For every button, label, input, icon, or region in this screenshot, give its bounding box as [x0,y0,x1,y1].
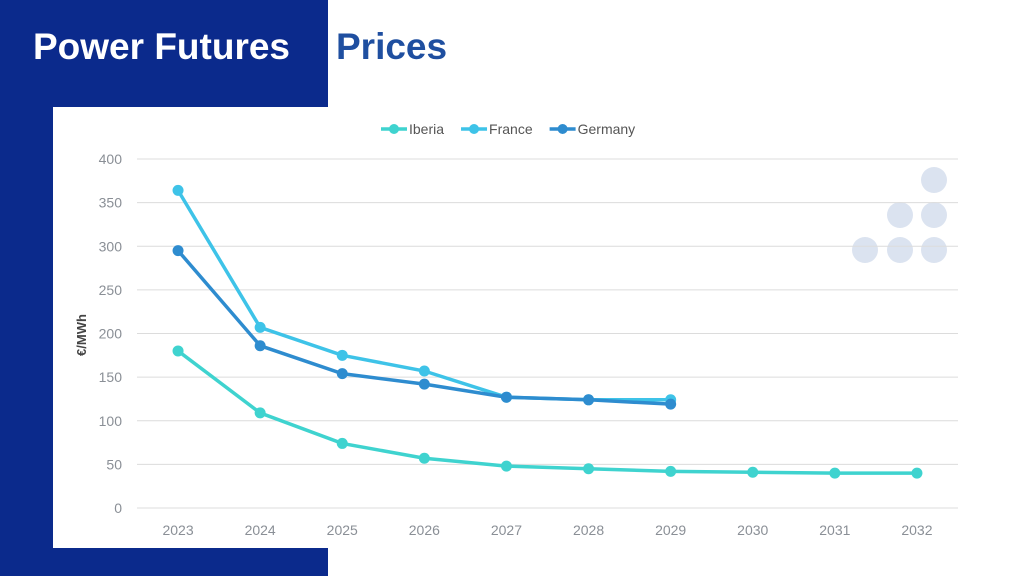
data-point-germany [665,398,677,410]
data-point-germany [172,245,184,257]
series-line-iberia [176,349,917,475]
legend-label-germany: Germany [578,121,636,137]
decorative-dots [852,167,947,263]
x-tick-label: 2030 [737,522,768,538]
x-tick-label: 2027 [491,522,522,538]
data-point-iberia [172,345,184,357]
data-point-germany [418,378,430,390]
y-tick-label: 200 [99,326,123,342]
decor-dot [852,237,878,263]
data-point-germany [254,340,266,352]
x-tick-label: 2029 [655,522,686,538]
legend-label-france: France [489,121,533,137]
decor-dot [921,167,947,193]
y-tick-label: 300 [99,238,123,254]
decor-dot [887,202,913,228]
data-point-france [336,349,348,361]
y-tick-label: 50 [106,456,122,472]
decor-dot [887,237,913,263]
x-tick-label: 2025 [327,522,358,538]
data-point-germany [500,391,512,403]
data-point-iberia [500,460,512,472]
legend-label-iberia: Iberia [409,121,444,137]
decor-dot [921,202,947,228]
data-point-germany [583,394,595,406]
decor-dot [921,237,947,263]
y-tick-label: 150 [99,369,123,385]
page-title: Power Futures [33,26,290,67]
x-tick-label: 2031 [819,522,850,538]
x-tick-label: 2026 [409,522,440,538]
x-tick-label: 2032 [901,522,932,538]
data-point-iberia [418,452,430,464]
data-point-france [172,184,184,196]
data-point-iberia [665,465,677,477]
page-title-accent: Prices [336,26,448,67]
data-point-iberia [911,467,923,479]
data-point-iberia [747,466,759,478]
data-point-iberia [336,437,348,449]
y-tick-label: 250 [99,282,123,298]
x-tick-label: 2024 [245,522,276,538]
data-point-germany [336,368,348,380]
x-tick-label: 2028 [573,522,604,538]
y-axis-label: €/MWh [74,314,89,356]
data-point-france [418,365,430,377]
data-point-iberia [254,407,266,419]
y-tick-label: 100 [99,413,123,429]
legend-marker-iberia [389,124,399,134]
y-tick-label: 0 [114,500,122,516]
y-tick-label: 400 [99,151,123,167]
legend-marker-germany [557,124,568,134]
data-point-france [254,321,266,333]
data-point-iberia [829,467,841,479]
legend-marker-france [469,124,480,134]
data-point-iberia [583,463,595,475]
y-tick-label: 350 [99,195,123,211]
x-tick-label: 2023 [162,522,193,538]
